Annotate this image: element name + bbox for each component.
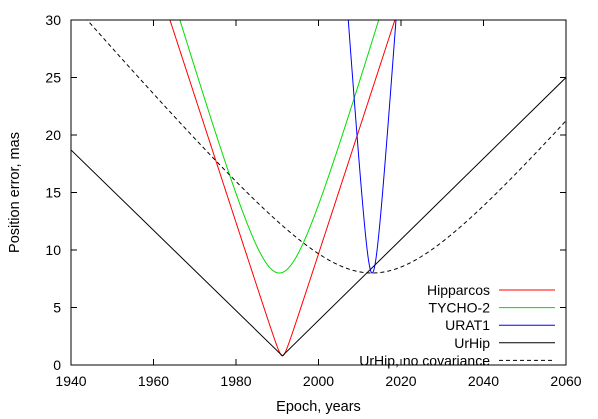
x-tick-label: 2000 [303, 373, 334, 389]
plot-frame [70, 19, 567, 366]
y-tick-label: 20 [45, 127, 61, 143]
legend-label: URAT1 [445, 317, 490, 333]
chart-series-group [71, 20, 566, 357]
x-tick-label: 1940 [55, 373, 86, 389]
legend-label: TYCHO-2 [429, 300, 491, 316]
x-axis-label: Epoch, years [276, 399, 361, 415]
series-line-1 [179, 20, 380, 274]
y-tick-label: 5 [53, 300, 61, 316]
y-tick-label: 25 [45, 70, 61, 86]
series-line-4 [86, 20, 566, 274]
y-tick-label: 10 [45, 242, 61, 258]
legend-label: UrHip [454, 335, 490, 351]
y-axis-label: Position error, mas [7, 132, 23, 253]
x-tick-label: 1980 [220, 373, 251, 389]
y-tick-label: 15 [45, 185, 61, 201]
legend-label: Hipparcos [427, 282, 490, 298]
x-tick-label: 2040 [468, 373, 499, 389]
y-tick-label: 0 [53, 357, 61, 373]
x-tick-label: 2060 [550, 373, 581, 389]
series-line-0 [169, 20, 396, 357]
y-tick-label: 30 [45, 12, 61, 28]
x-tick-label: 2020 [385, 373, 416, 389]
series-line-3 [71, 77, 566, 357]
legend-label: UrHip, no covariance [359, 352, 490, 368]
x-tick-label: 1960 [138, 373, 169, 389]
series-line-2 [347, 20, 397, 274]
axis-ticks: 1940 1960 1980 2000 2020 2040 2060 0 5 10 15 20 25 30 [45, 12, 581, 389]
